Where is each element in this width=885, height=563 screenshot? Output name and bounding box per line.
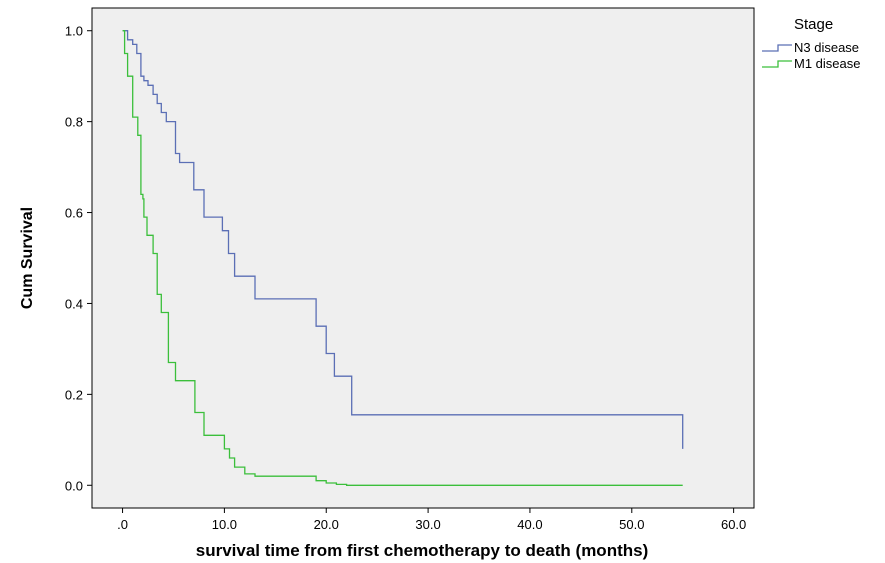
y-tick-label: 1.0 (65, 24, 83, 39)
x-tick-label: .0 (117, 517, 128, 532)
x-tick-label: 10.0 (212, 517, 237, 532)
x-axis: .0 10.0 20.0 30.0 40.0 50.0 60.0 (117, 508, 746, 532)
y-axis-label: Cum Survival (19, 207, 36, 309)
x-tick-label: 20.0 (314, 517, 339, 532)
y-tick-label: 0.2 (65, 387, 83, 402)
plot-area-background (91, 7, 755, 509)
y-tick-label: 0.8 (65, 115, 83, 130)
legend-label-n3-disease: N3 disease (794, 40, 859, 55)
legend-label-m1-disease: M1 disease (794, 56, 860, 71)
x-tick-label: 30.0 (415, 517, 440, 532)
series-line-n3-disease (122, 30, 684, 449)
y-tick-label: 0.0 (65, 478, 83, 493)
x-axis-label: survival time from first chemotherapy to… (196, 541, 648, 560)
y-axis: 0.0 0.2 0.4 0.6 0.8 1.0 (65, 24, 92, 493)
legend-swatch-n3-disease (762, 44, 792, 52)
series-layer (122, 30, 684, 486)
x-tick-label: 50.0 (619, 517, 644, 532)
legend-swatch-m1-disease (762, 60, 792, 68)
y-tick-label: 0.6 (65, 206, 83, 221)
x-tick-label: 60.0 (721, 517, 746, 532)
legend-title: Stage (794, 16, 833, 33)
x-tick-label: 40.0 (517, 517, 542, 532)
series-line-m1-disease (122, 30, 683, 486)
y-tick-label: 0.4 (65, 296, 83, 311)
